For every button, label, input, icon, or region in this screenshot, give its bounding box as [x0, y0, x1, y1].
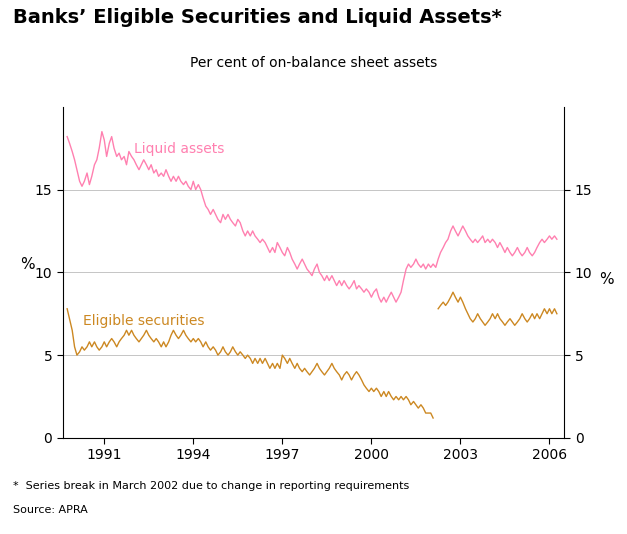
Y-axis label: %: %	[599, 272, 614, 287]
Text: Source: APRA: Source: APRA	[13, 505, 87, 515]
Text: Liquid assets: Liquid assets	[134, 142, 224, 156]
Text: Per cent of on-balance sheet assets: Per cent of on-balance sheet assets	[190, 56, 437, 70]
Y-axis label: %: %	[21, 257, 35, 272]
Text: Eligible securities: Eligible securities	[83, 315, 205, 328]
Text: Banks’ Eligible Securities and Liquid Assets*: Banks’ Eligible Securities and Liquid As…	[13, 8, 502, 27]
Text: *  Series break in March 2002 due to change in reporting requirements: * Series break in March 2002 due to chan…	[13, 481, 409, 491]
